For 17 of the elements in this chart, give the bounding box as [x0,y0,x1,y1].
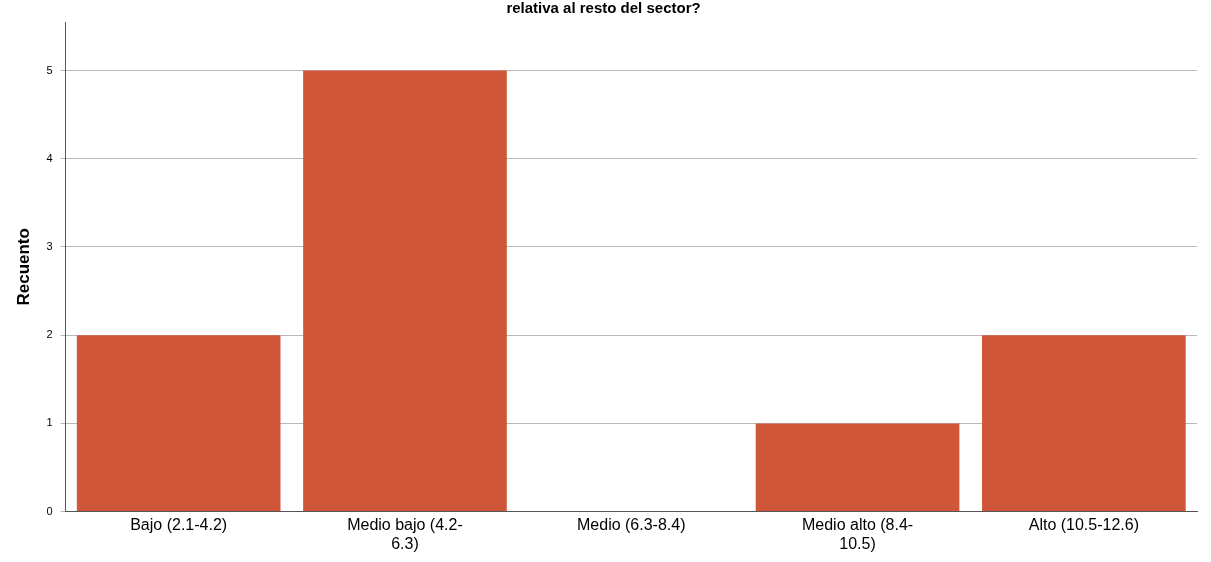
y-tick-label: 3 [46,239,53,252]
x-tick-label: Bajo (2.1-4.2) [130,515,228,533]
bar [303,70,507,512]
y-tick-label: 1 [46,416,53,429]
y-tick-label: 4 [46,151,53,164]
y-tick-label: 2 [46,328,53,341]
bar [755,423,960,512]
y-tick-label: 5 [46,63,53,76]
bar [76,335,281,512]
y-axis-title: Recuento [13,228,33,306]
x-tick-label: Medio bajo (4.2-6.3) [347,515,463,552]
bar [982,335,1186,512]
chart-title: relativa al resto del sector? [506,0,701,17]
y-tick-label: 0 [46,504,53,517]
x-tick-label: Alto (10.5-12.6) [1028,515,1139,533]
x-tick-label: Medio alto (8.4-10.5) [801,515,914,552]
x-tick-label: Medio (6.3-8.4) [577,515,686,533]
